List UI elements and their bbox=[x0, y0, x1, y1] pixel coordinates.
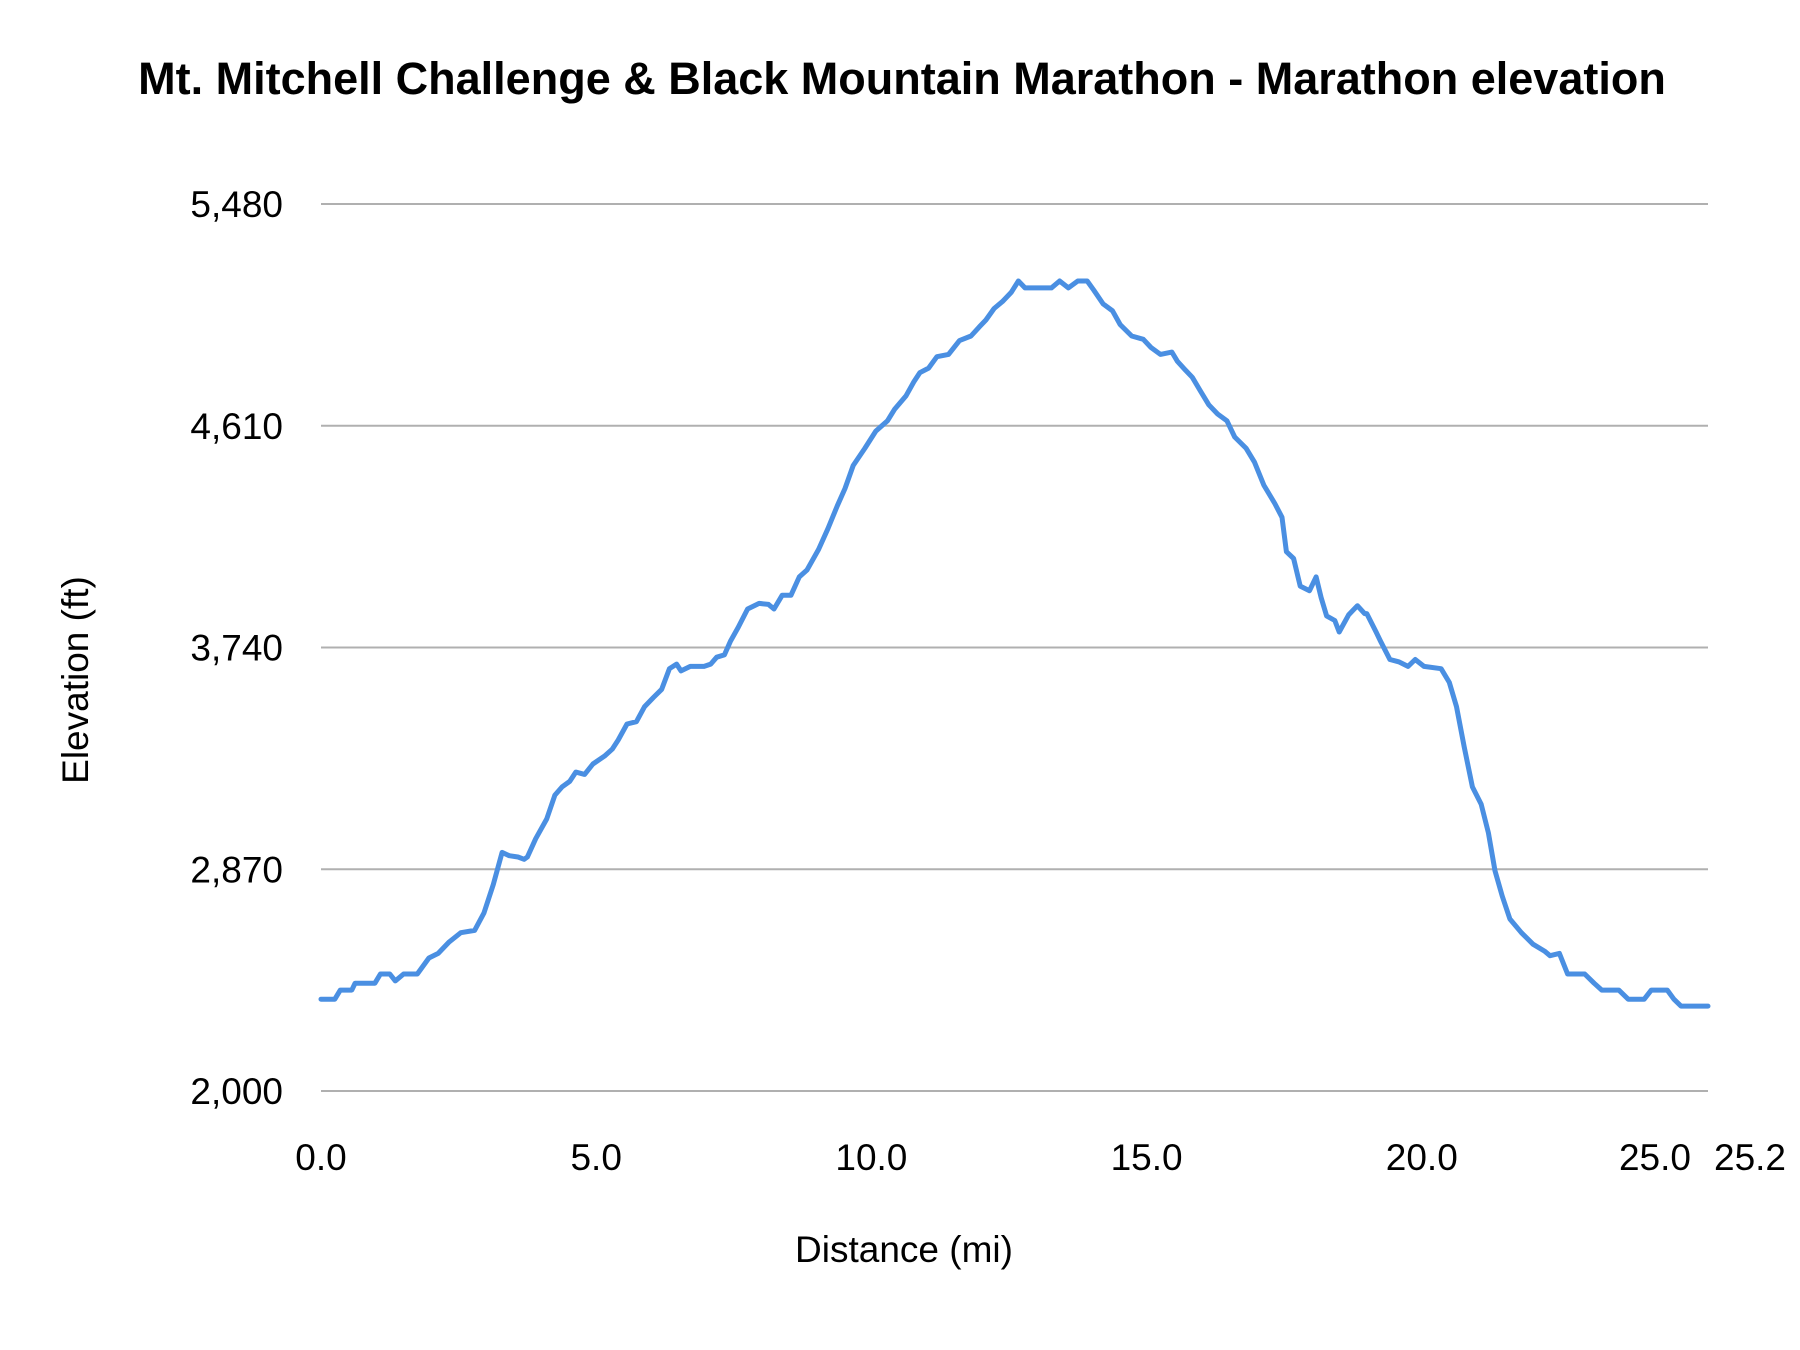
gridlines bbox=[321, 203, 1708, 1092]
x-tick-label: 0.0 bbox=[295, 1137, 346, 1178]
x-tick-label: 10.0 bbox=[835, 1137, 907, 1178]
x-axis-label: Distance (mi) bbox=[795, 1229, 1013, 1270]
x-axis-ticks: 0.0 5.0 10.0 15.0 20.0 25.0 25.2 bbox=[295, 1137, 1786, 1178]
y-tick-label: 3,740 bbox=[190, 628, 283, 669]
chart-title: Mt. Mitchell Challenge & Black Mountain … bbox=[138, 53, 1666, 104]
y-tick-label: 2,000 bbox=[190, 1071, 283, 1112]
y-axis-label: Elevation (ft) bbox=[55, 576, 96, 784]
elevation-line bbox=[318, 278, 1711, 1009]
x-tick-label: 20.0 bbox=[1386, 1137, 1458, 1178]
x-tick-label: 15.0 bbox=[1111, 1137, 1183, 1178]
y-tick-label: 4,610 bbox=[190, 406, 283, 447]
x-tick-label: 25.2 bbox=[1714, 1137, 1786, 1178]
y-axis-ticks: 2,000 2,870 3,740 4,610 5,480 bbox=[190, 184, 283, 1112]
y-tick-label: 5,480 bbox=[190, 184, 283, 225]
x-tick-label: 25.0 bbox=[1619, 1137, 1691, 1178]
x-tick-label: 5.0 bbox=[570, 1137, 621, 1178]
y-tick-label: 2,870 bbox=[190, 849, 283, 890]
